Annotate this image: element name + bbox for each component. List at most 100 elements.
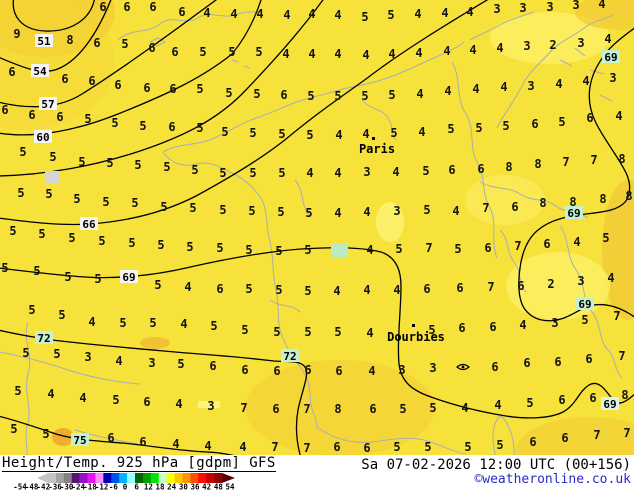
temperature-value: 4 bbox=[334, 206, 341, 220]
temperature-value: 6 bbox=[143, 81, 150, 95]
temperature-value: 5 bbox=[447, 122, 454, 136]
scale-tick-label: 36 bbox=[190, 483, 200, 490]
temperature-value: 4 bbox=[363, 283, 370, 297]
temperature-value: 3 bbox=[609, 71, 616, 85]
scale-tick-label: -24 bbox=[72, 483, 86, 490]
scale-segment bbox=[135, 473, 144, 483]
temperature-value: 7 bbox=[303, 441, 310, 455]
temperature-value: 7 bbox=[623, 426, 630, 440]
contour-label: 72 bbox=[283, 350, 296, 363]
temperature-value: 6 bbox=[272, 402, 279, 416]
temperature-value: 4 bbox=[282, 47, 289, 61]
temperature-value: 4 bbox=[334, 166, 341, 180]
temperature-value: 4 bbox=[393, 283, 400, 297]
temperature-value: 4 bbox=[368, 364, 375, 378]
temperature-value: 4 bbox=[366, 243, 373, 257]
temperature-value: 3 bbox=[207, 399, 214, 413]
credit-link[interactable]: ©weatheronline.co.uk bbox=[474, 472, 631, 487]
temperature-value: 5 bbox=[496, 438, 503, 452]
temperature-value: 4 bbox=[334, 8, 341, 22]
city-dot bbox=[372, 137, 375, 140]
temperature-value: 5 bbox=[10, 422, 17, 436]
contour-label: 69 bbox=[604, 51, 617, 64]
scale-segment bbox=[206, 473, 215, 483]
temperature-value: 6 bbox=[28, 108, 35, 122]
temperature-value: 5 bbox=[98, 234, 105, 248]
contour-label-bg bbox=[120, 270, 138, 283]
temperature-value: 6 bbox=[531, 117, 538, 131]
contour-label: 69 bbox=[122, 271, 135, 284]
temperature-value: 5 bbox=[64, 270, 71, 284]
temperature-value: 4 bbox=[461, 401, 468, 415]
temperature-value: 5 bbox=[163, 160, 170, 174]
scale-tick-label: -18 bbox=[83, 483, 97, 490]
temperature-value: 6 bbox=[178, 5, 185, 19]
temperature-value: 4 bbox=[604, 32, 611, 46]
scale-tick-label: 6 bbox=[134, 483, 139, 490]
contour-label-bg bbox=[601, 397, 619, 410]
forecast-datetime: Sa 07-02-2026 12:00 UTC (00+156) bbox=[361, 457, 631, 473]
scale-segment bbox=[95, 473, 104, 483]
contour-label-bg bbox=[281, 349, 299, 362]
temperature-value: 4 bbox=[555, 77, 562, 91]
scale-segment bbox=[119, 473, 128, 483]
scale-segment bbox=[71, 473, 80, 483]
scale-tick-label: -36 bbox=[48, 483, 62, 490]
temperature-value: 5 bbox=[73, 192, 80, 206]
contour-label: 75 bbox=[73, 434, 86, 447]
temperature-value: 4 bbox=[239, 440, 246, 454]
temperature-value: 6 bbox=[169, 82, 176, 96]
temperature-value: 6 bbox=[369, 402, 376, 416]
temperature-value: 4 bbox=[573, 235, 580, 249]
scale-segment bbox=[150, 473, 160, 483]
temperature-value: 5 bbox=[602, 231, 609, 245]
temperature-value: 3 bbox=[398, 363, 405, 377]
temperature-value: 5 bbox=[361, 89, 368, 103]
scale-segment bbox=[142, 473, 152, 483]
temperature-value: 7 bbox=[303, 402, 310, 416]
temperature-value: 5 bbox=[19, 145, 26, 159]
temperature-value: 3 bbox=[523, 39, 530, 53]
temperature-value: 5 bbox=[361, 10, 368, 24]
scale-segment bbox=[158, 473, 167, 483]
temperature-value: 6 bbox=[529, 435, 536, 449]
temperature-value: 5 bbox=[429, 401, 436, 415]
temperature-value: 6 bbox=[489, 320, 496, 334]
temperature-value: 4 bbox=[443, 44, 450, 58]
temperature-value: 6 bbox=[558, 393, 565, 407]
temperature-value: 5 bbox=[119, 316, 126, 330]
temperature-value: 5 bbox=[475, 121, 482, 135]
scale-segment bbox=[79, 473, 88, 483]
temperature-value: 5 bbox=[454, 242, 461, 256]
temperature-value: 7 bbox=[562, 155, 569, 169]
temperature-value: 6 bbox=[99, 0, 106, 14]
temperature-value: 6 bbox=[56, 110, 63, 124]
scale-right-arrow bbox=[222, 473, 235, 483]
temperature-value: 6 bbox=[143, 395, 150, 409]
temperature-value: 4 bbox=[582, 74, 589, 88]
temperature-value: 3 bbox=[84, 350, 91, 364]
temperature-value: 5 bbox=[196, 121, 203, 135]
temperature-value: 4 bbox=[494, 398, 501, 412]
temperature-value: 4 bbox=[466, 5, 473, 19]
contour-label-bg bbox=[80, 217, 98, 230]
temperature-value: 5 bbox=[306, 128, 313, 142]
temperature-value: 5 bbox=[393, 440, 400, 454]
temperature-value: 2 bbox=[549, 38, 556, 52]
temperature-value: 5 bbox=[131, 196, 138, 210]
temperature-value: 5 bbox=[219, 203, 226, 217]
temperature-value: 8 bbox=[621, 388, 628, 402]
temperature-value: 6 bbox=[333, 440, 340, 454]
scale-segment bbox=[174, 473, 183, 483]
temperature-value: 4 bbox=[598, 0, 605, 11]
temperature-value: 5 bbox=[84, 112, 91, 126]
temperature-value: 5 bbox=[305, 206, 312, 220]
temperature-value: 4 bbox=[469, 43, 476, 57]
scale-tick-label: 18 bbox=[155, 483, 165, 490]
temperature-value: 4 bbox=[333, 284, 340, 298]
temperature-value: 3 bbox=[393, 204, 400, 218]
temperature-value: 5 bbox=[128, 236, 135, 250]
temperature-value: 5 bbox=[1, 261, 8, 275]
temperature-value: 7 bbox=[240, 401, 247, 415]
